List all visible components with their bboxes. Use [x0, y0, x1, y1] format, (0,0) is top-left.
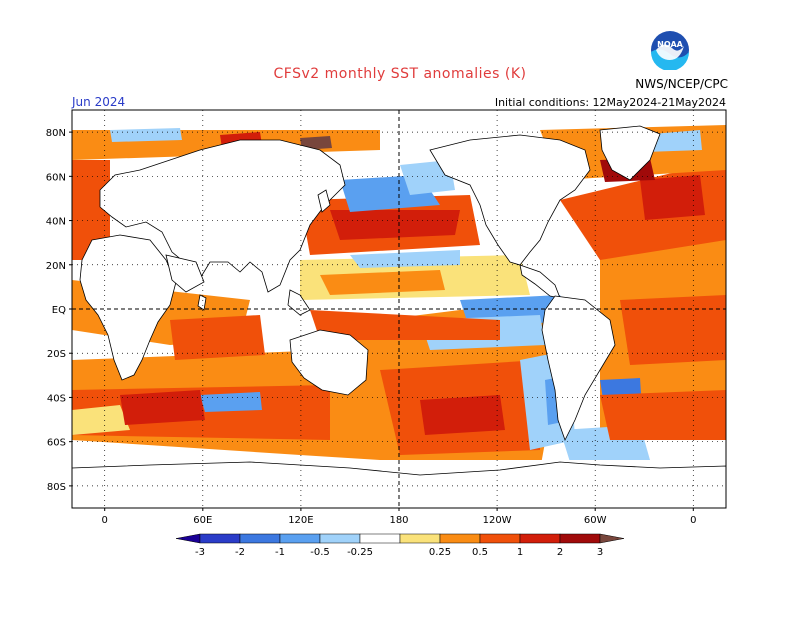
initial-conditions: Initial conditions: 12May2024-21May2024 [494, 96, 726, 109]
legend-swatch [319, 533, 361, 544]
lat-tick-label: 60S [47, 438, 66, 449]
lat-tick-label: 40S [47, 393, 66, 404]
continents [72, 125, 726, 508]
legend-tick-label: -0.25 [347, 547, 373, 558]
legend-swatch [599, 533, 625, 544]
legend-tick-label: 3 [597, 547, 603, 558]
lat-tick-label: 80N [46, 128, 66, 139]
lon-tick-label: 60E [193, 515, 212, 526]
lat-tick-label: 20N [46, 261, 66, 272]
legend-tick-label: -0.5 [310, 547, 330, 558]
agency-label: NWS/NCEP/CPC [635, 77, 728, 91]
map-axes: 80N 60N 40N 20N EQ 20S 40S 60S 80S 0 60E 120E 180 120… [46, 128, 697, 526]
svg-text:NOAA: NOAA [657, 40, 683, 49]
legend-swatch [479, 533, 521, 544]
map-field [72, 110, 726, 508]
forecast-month: Jun 2024 [72, 95, 126, 109]
legend-tick-label: 0.5 [472, 547, 488, 558]
lon-tick-label: 60W [584, 515, 607, 526]
legend-tick-label: 0.25 [429, 547, 451, 558]
legend-tick-label: 2 [557, 547, 563, 558]
chart-title: CFSv2 monthly SST anomalies (K) [273, 66, 527, 82]
legend-swatch [439, 533, 481, 544]
legend-swatch [239, 533, 281, 544]
lat-tick-label: 20S [47, 349, 66, 360]
lon-tick-label: 120E [288, 515, 313, 526]
map-gridlines [72, 110, 726, 508]
legend-swatch [399, 533, 441, 544]
lat-tick-label: 80S [47, 482, 66, 493]
legend-swatch [175, 533, 201, 544]
lon-tick-label: 120W [483, 515, 512, 526]
lon-tick-label: 0 [102, 515, 108, 526]
legend-swatch [199, 533, 241, 544]
legend-swatch [519, 533, 561, 544]
legend-tick-label: -3 [195, 547, 205, 558]
legend-tick-label: 1 [517, 547, 523, 558]
legend-swatch [279, 533, 321, 544]
lat-tick-label: 60N [46, 172, 66, 183]
legend-tick-label: -2 [235, 547, 245, 558]
legend-tick-label: -1 [275, 547, 285, 558]
lon-tick-label: 0 [690, 515, 696, 526]
legend-swatch [359, 533, 401, 544]
lon-tick-label: 180 [389, 515, 408, 526]
noaa-logo-icon: NOAA [651, 31, 689, 70]
color-legend: -3 -2 -1 -0.5 -0.25 0.25 0.5 1 2 3 [175, 533, 625, 558]
lat-tick-label: 40N [46, 217, 66, 228]
lat-tick-label: EQ [52, 305, 66, 316]
legend-swatch [559, 533, 601, 544]
